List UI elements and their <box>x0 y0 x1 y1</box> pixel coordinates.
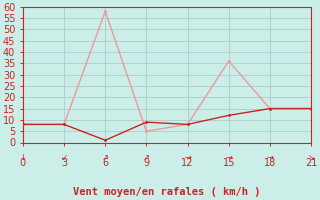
Text: →: → <box>266 153 273 162</box>
Text: →: → <box>184 153 191 162</box>
Text: ↙: ↙ <box>60 153 68 162</box>
Text: ↘: ↘ <box>308 153 315 162</box>
Text: →: → <box>225 153 232 162</box>
Text: ↓: ↓ <box>20 153 27 162</box>
X-axis label: Vent moyen/en rafales ( km/h ): Vent moyen/en rafales ( km/h ) <box>73 187 261 197</box>
Text: ↗: ↗ <box>143 153 150 162</box>
Text: ↗: ↗ <box>102 153 109 162</box>
